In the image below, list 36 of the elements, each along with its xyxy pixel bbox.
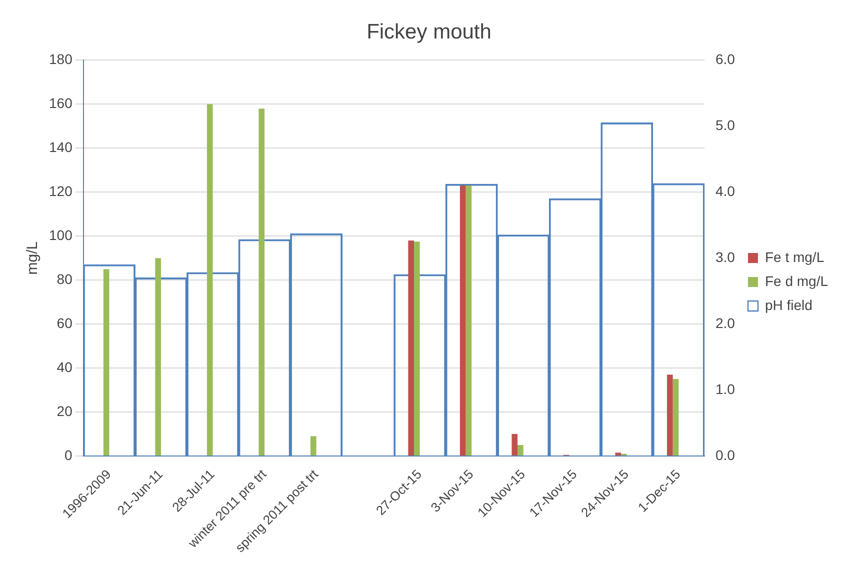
y2-tick-label: 3.0 <box>716 248 736 265</box>
legend-label: Fe d mg/L <box>764 272 828 289</box>
bar <box>672 379 679 456</box>
y2-tick-label: 2.0 <box>716 314 736 331</box>
bar <box>103 269 110 456</box>
y-tick-label: 80 <box>56 270 73 287</box>
y-tick-label: 40 <box>56 358 73 375</box>
y2-tick-label: 6.0 <box>716 51 736 68</box>
y-tick-label: 140 <box>49 139 73 156</box>
chart-title: Fickey mouth <box>366 20 492 44</box>
y-tick-label: 160 <box>49 95 73 112</box>
bar <box>310 436 316 456</box>
bar <box>512 434 518 456</box>
bar <box>518 444 524 456</box>
y-tick-label: 180 <box>49 51 73 68</box>
legend-label: Fe t mg/L <box>764 248 824 265</box>
y-tick-label: 20 <box>56 402 73 419</box>
bar <box>666 374 673 456</box>
y2-tick-label: 4.0 <box>716 182 736 199</box>
bar <box>206 104 213 456</box>
y2-tick-label: 5.0 <box>716 117 736 134</box>
bar <box>414 242 420 456</box>
y2-tick-label: 0.0 <box>716 446 736 463</box>
bar <box>408 240 414 456</box>
y2-tick-label: 1.0 <box>716 380 736 397</box>
legend-label: pH field <box>764 296 812 313</box>
y-tick-label: 100 <box>49 226 73 243</box>
bar <box>155 258 162 456</box>
bar <box>258 108 265 456</box>
y-axis-title: mg/L <box>24 241 42 275</box>
bar <box>466 186 472 456</box>
y-tick-label: 0 <box>64 446 73 463</box>
bar <box>615 452 622 456</box>
y-tick-label: 60 <box>56 314 73 331</box>
bar <box>460 186 466 456</box>
y-tick-label: 120 <box>49 182 73 199</box>
